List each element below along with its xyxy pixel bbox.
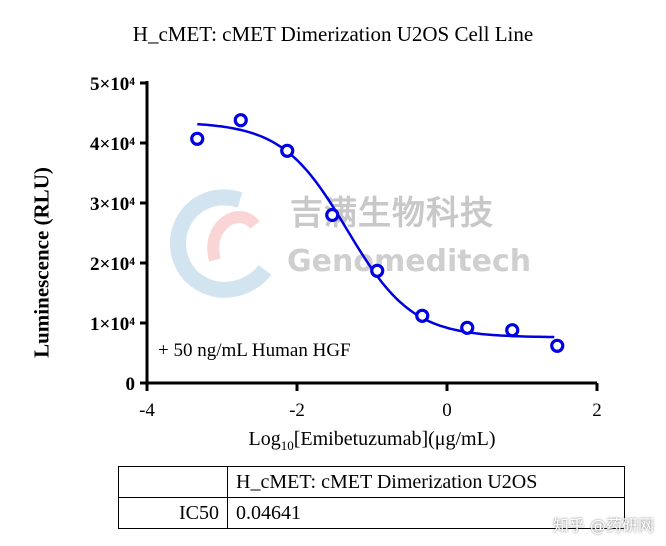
x-axis-label: Log10[Emibetuzumab](μg/mL) <box>248 428 496 453</box>
ic50-table: H_cMET: cMET Dimerization U2OS IC50 0.046… <box>118 466 625 529</box>
x-tick-label: -4 <box>139 400 155 421</box>
y-tick-label: 5×10⁴ <box>90 74 135 95</box>
y-tick-label: 3×10⁴ <box>90 194 135 215</box>
table-row-value: 0.04641 <box>227 497 625 529</box>
x-tick-label: -2 <box>289 400 305 421</box>
data-point <box>505 323 520 338</box>
watermark-logo <box>170 189 272 298</box>
fit-curve <box>197 122 555 339</box>
y-tick-label: 0 <box>126 374 136 395</box>
x-tick-label: 2 <box>592 400 602 421</box>
y-tick-label: 2×10⁴ <box>90 254 135 275</box>
watermark-cn: 吉满生物科技 <box>290 193 494 232</box>
data-point <box>460 320 475 335</box>
data-point <box>280 143 295 158</box>
y-tick-label: 1×10⁴ <box>90 314 135 335</box>
data-point <box>190 131 205 146</box>
data-point <box>325 207 340 223</box>
y-tick-label: 4×10⁴ <box>90 134 135 155</box>
table-header: H_cMET: cMET Dimerization U2OS <box>227 466 625 498</box>
data-point <box>370 263 385 278</box>
corner-watermark: 知乎 @药研网 <box>552 516 654 535</box>
watermark-en: Genomeditech <box>287 244 532 279</box>
data-point <box>550 338 565 353</box>
annotation: + 50 ng/mL Human HGF <box>158 340 351 361</box>
data-point <box>233 113 248 128</box>
table-row-label: IC50 <box>118 497 228 529</box>
chart-title: H_cMET: cMET Dimerization U2OS Cell Line <box>132 22 534 46</box>
data-point <box>415 308 430 323</box>
x-tick-label: 0 <box>442 400 452 421</box>
y-axis-label: Luminescence (RLU) <box>29 167 54 358</box>
